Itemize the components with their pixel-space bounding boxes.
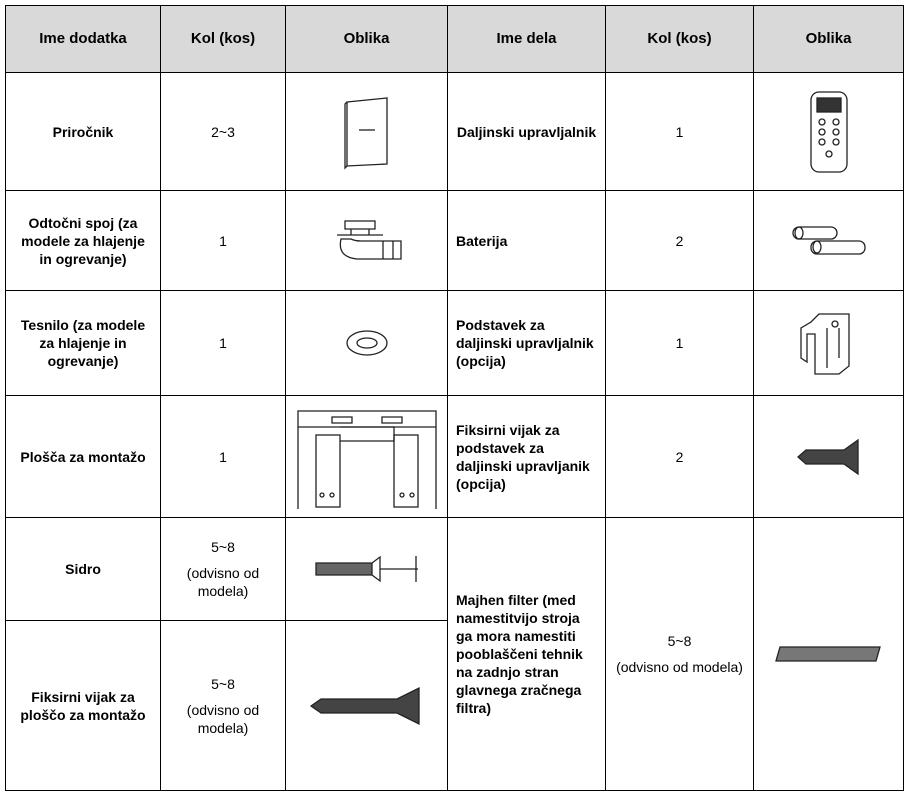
header-cell: Ime dodatka (5, 5, 161, 73)
item-name: Plošča za montažo (5, 395, 161, 518)
part-qty: 2 (605, 190, 754, 291)
header-cell: Oblika (285, 5, 448, 73)
header-cell: Kol (kos) (160, 5, 286, 73)
icon-cell (753, 72, 904, 191)
seal-icon (345, 330, 388, 356)
holder-icon (799, 313, 850, 375)
icon-cell (285, 395, 448, 518)
icon-cell (285, 290, 448, 396)
battery-icon (791, 225, 866, 255)
part-qty: 1 (605, 290, 754, 396)
header-cell: Kol (kos) (605, 5, 754, 73)
part-qty: 2 (605, 395, 754, 518)
part-name: Daljinski upravljalnik (447, 72, 606, 191)
row: Plošča za montažo 1 Fiksirni vijak za po… (5, 395, 904, 518)
header-cell: Oblika (753, 5, 904, 73)
part-qty: 5~8 (odvisno od modela) (605, 517, 754, 791)
item-name: Priročnik (5, 72, 161, 191)
item-name: Sidro (5, 517, 161, 621)
header-cell: Ime dela (447, 5, 606, 73)
icon-cell (285, 190, 448, 291)
item-qty: 5~8 (odvisno od modela) (160, 620, 286, 791)
icon-cell (753, 517, 904, 791)
qty: 5~8 (211, 539, 235, 555)
qty: 5~8 (211, 675, 235, 692)
icon-cell (753, 190, 904, 291)
anchor-icon (314, 555, 418, 583)
item-name: Odtočni spoj (za modele za hlajenje in o… (5, 190, 161, 291)
icon-cell (285, 620, 448, 791)
part-name: Baterija (447, 190, 606, 291)
item-qty: 1 (160, 190, 286, 291)
item-qty: 1 (160, 290, 286, 396)
accessory-table: Ime dodatka Kol (kos) Oblika Ime dela Ko… (5, 5, 904, 791)
item-name: Tesnilo (za modele za hlajenje in ogreva… (5, 290, 161, 396)
qty-note: (odvisno od modela) (616, 659, 743, 675)
part-name: Podstavek za daljinski upravljalnik (opc… (447, 290, 606, 396)
qty-note: (odvisno od modela) (186, 701, 260, 736)
icon-cell (753, 395, 904, 518)
filter-icon (774, 646, 881, 662)
part-name: Majhen filter (med namestitvijo stroja g… (447, 517, 606, 791)
icon-cell (285, 72, 448, 191)
icon-cell (285, 517, 448, 621)
qty: 5~8 (667, 633, 692, 649)
item-qty: 1 (160, 395, 286, 518)
item-qty: 5~8 (odvisno od modela) (160, 517, 286, 621)
row: Odtočni spoj (za modele za hlajenje in o… (5, 190, 904, 291)
part-name: Fiksirni vijak za podstavek za daljinski… (447, 395, 606, 518)
item-qty: 2~3 (160, 72, 286, 191)
row: Tesnilo (za modele za hlajenje in ogreva… (5, 290, 904, 396)
manual-icon (343, 96, 388, 170)
screw-icon (309, 686, 420, 725)
qty-note: (odvisno od modela) (186, 565, 260, 599)
drain-joint-icon (336, 219, 402, 260)
icon-cell (753, 290, 904, 396)
small-screw-icon (796, 438, 859, 475)
row: Sidro 5~8 (odvisno od modela) Majhen filt… (5, 517, 904, 791)
mounting-plate-icon (296, 409, 437, 509)
row: Fiksirni vijak za ploščo za montažo 5~8 (… (5, 620, 904, 791)
part-qty: 1 (605, 72, 754, 191)
item-name: Fiksirni vijak za ploščo za montažo (5, 620, 161, 791)
header-row: Ime dodatka Kol (kos) Oblika Ime dela Ko… (5, 5, 904, 73)
row: Priročnik 2~3 Daljinski upravljalnik 1 (5, 72, 904, 191)
remote-icon (809, 90, 848, 173)
